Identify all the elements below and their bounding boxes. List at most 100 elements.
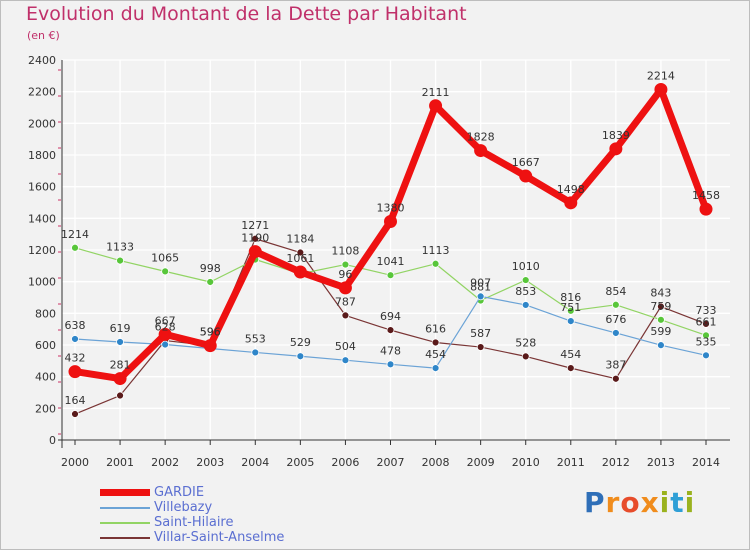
data-label: 1061 — [286, 252, 314, 265]
data-point — [521, 301, 530, 309]
data-label: 1458 — [692, 189, 720, 202]
data-point — [611, 374, 620, 383]
legend-swatch-saint-hilaire — [100, 522, 150, 524]
data-point — [161, 340, 170, 349]
data-point — [657, 341, 665, 350]
data-label: 1498 — [557, 183, 585, 196]
data-point — [113, 372, 127, 386]
data-label: 638 — [65, 319, 86, 332]
data-point — [521, 276, 530, 284]
data-point — [566, 317, 575, 325]
data-point — [386, 271, 395, 280]
data-label: 529 — [290, 336, 311, 349]
legend-label-gardie: GARDIE — [154, 485, 205, 500]
proxiti-logo: Proxiti — [584, 486, 695, 519]
logo-letter: P — [584, 486, 606, 519]
x-tick-label: 2011 — [557, 456, 585, 469]
data-point — [71, 410, 79, 418]
data-label: 1190 — [241, 232, 269, 245]
y-tick-label: 0 — [49, 434, 56, 447]
data-label: 998 — [200, 262, 221, 275]
data-label: 733 — [696, 304, 717, 317]
data-label: 599 — [650, 325, 671, 338]
data-point — [519, 169, 533, 183]
data-label: 387 — [605, 359, 626, 372]
x-tick-label: 2001 — [106, 456, 134, 469]
data-label: 676 — [605, 313, 626, 326]
y-tick-label: 2400 — [28, 54, 56, 67]
legend-swatch-villar-saint-anselme — [100, 537, 150, 539]
data-point — [71, 243, 79, 252]
data-point — [474, 144, 488, 158]
x-tick-label: 2006 — [331, 456, 359, 469]
data-point — [386, 326, 395, 335]
data-label: 478 — [380, 344, 401, 357]
y-tick-label: 800 — [35, 307, 56, 320]
legend-swatch-gardie — [100, 489, 150, 496]
data-point — [341, 260, 350, 269]
data-label: 661 — [696, 315, 717, 328]
data-label: 667 — [155, 314, 176, 327]
logo-letter: i — [684, 486, 696, 519]
data-point — [296, 248, 305, 257]
data-point — [71, 335, 79, 343]
logo-letter: t — [670, 486, 685, 519]
y-tick-label: 1800 — [28, 149, 56, 162]
data-point — [116, 338, 124, 346]
data-label: 881 — [470, 281, 491, 294]
x-tick-label: 2004 — [241, 456, 269, 469]
x-tick-label: 2007 — [377, 456, 405, 469]
y-tick-label: 2200 — [28, 86, 56, 99]
data-point — [429, 99, 443, 113]
data-point — [341, 311, 350, 320]
data-label: 843 — [650, 287, 671, 300]
data-label: 2214 — [647, 69, 675, 82]
data-point — [702, 351, 710, 360]
x-tick-label: 2005 — [286, 456, 314, 469]
data-label: 504 — [335, 340, 356, 353]
data-point — [116, 256, 124, 265]
data-point — [521, 352, 530, 361]
data-label: 616 — [425, 322, 446, 335]
data-label: 759 — [650, 300, 671, 313]
x-tick-label: 2012 — [602, 456, 630, 469]
data-label: 1065 — [151, 251, 179, 264]
data-point — [384, 215, 397, 228]
data-point — [699, 202, 713, 216]
logo-letter: x — [640, 486, 660, 519]
data-label: 553 — [245, 332, 266, 345]
data-label: 1041 — [377, 255, 405, 268]
legend-label-saint-hilaire: Saint-Hilaire — [154, 515, 234, 530]
y-tick-label: 1000 — [28, 276, 56, 289]
data-label: 853 — [515, 285, 536, 298]
legend-label-villar-saint-anselme: Villar-Saint-Anselme — [154, 530, 285, 545]
data-label: 619 — [110, 322, 131, 335]
data-label: 1828 — [467, 131, 495, 144]
data-point — [341, 356, 350, 365]
data-label: 1380 — [377, 202, 405, 215]
data-point — [476, 292, 485, 301]
data-label: 1010 — [512, 260, 540, 273]
x-tick-label: 2008 — [422, 456, 450, 469]
y-tick-label: 200 — [35, 402, 56, 415]
data-label: 1133 — [106, 241, 134, 254]
legend-swatch-villebazy — [100, 507, 150, 509]
x-tick-label: 2009 — [467, 456, 495, 469]
y-tick-label: 600 — [35, 339, 56, 352]
data-point — [611, 300, 620, 309]
data-point — [431, 338, 440, 347]
data-label: 2111 — [422, 86, 450, 99]
data-label: 1108 — [331, 245, 359, 258]
data-label: 1271 — [241, 219, 269, 232]
data-label: 787 — [335, 295, 356, 308]
legend-label-villebazy: Villebazy — [154, 500, 213, 515]
data-point — [338, 281, 352, 295]
x-tick-label: 2013 — [647, 456, 675, 469]
x-tick-label: 2000 — [61, 456, 89, 469]
data-label: 454 — [425, 348, 446, 361]
data-label: 96 — [338, 268, 352, 281]
logo-letter: i — [659, 486, 671, 519]
data-point — [116, 391, 124, 400]
data-point — [702, 331, 710, 340]
